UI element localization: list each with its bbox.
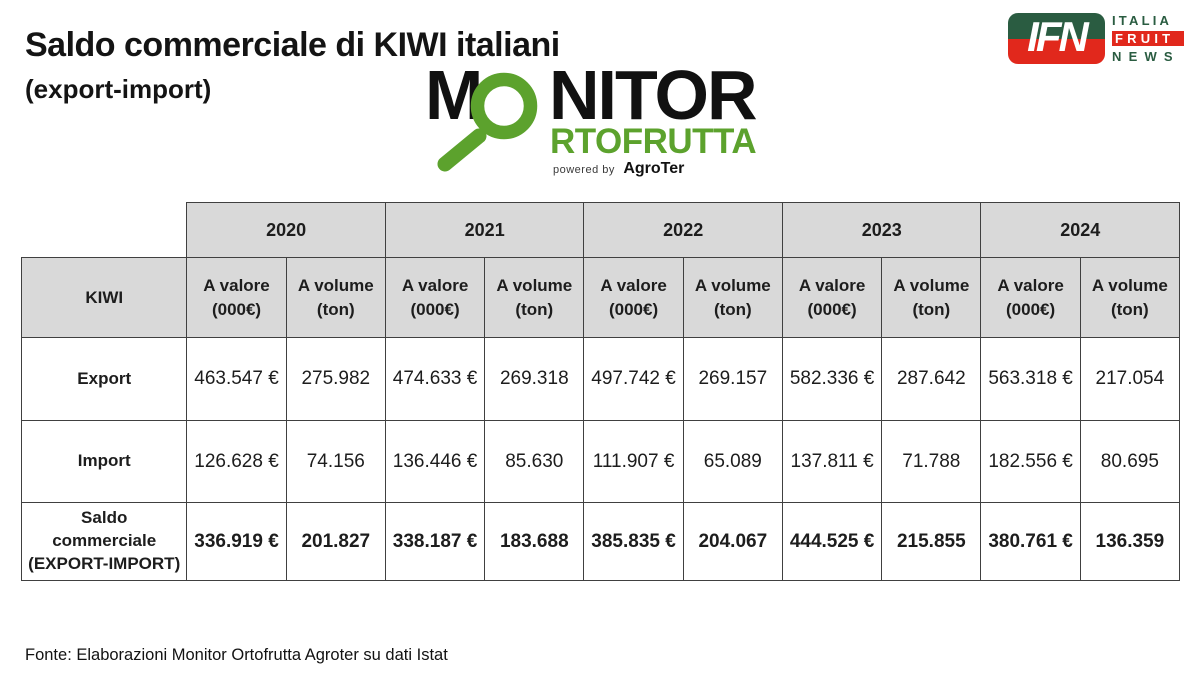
monitor-letters-nitor: NITOR — [549, 56, 757, 134]
subheader-volume: A volume (ton) — [881, 257, 982, 338]
table-cell: 74.156 — [285, 420, 386, 503]
table-cell: 287.642 — [881, 337, 982, 421]
subheader-valore: A valore (000€) — [384, 257, 486, 338]
powered-by-agroter: powered by AgroTer — [553, 160, 684, 178]
table-cell: 217.054 — [1079, 337, 1181, 421]
subheader-volume: A volume (ton) — [682, 257, 783, 338]
subheader-valore: A valore (000€) — [583, 257, 684, 338]
table-cell: 336.919 € — [186, 502, 287, 581]
row-label-saldo: Saldo commerciale (EXPORT-IMPORT) — [20, 502, 188, 581]
year-header-row: 2020 2021 2022 2023 2024 — [22, 202, 1180, 258]
table-row-saldo: Saldo commerciale (EXPORT-IMPORT) 336.91… — [20, 502, 1181, 581]
table-cell: 497.742 € — [583, 337, 684, 421]
table-cell: 275.982 — [285, 337, 386, 421]
subheader-valore: A valore (000€) — [980, 257, 1081, 338]
subheader-valore: A valore (000€) — [186, 257, 287, 338]
table-cell: 182.556 € — [980, 420, 1081, 503]
year-header-2020: 2020 — [186, 202, 386, 258]
subheader-row: KIWI A valore (000€) A volume (ton) A va… — [20, 257, 1181, 338]
table-cell: 201.827 — [285, 502, 386, 581]
table-cell: 563.318 € — [980, 337, 1081, 421]
ifn-acronym: IFN — [1027, 13, 1089, 60]
year-header-2022: 2022 — [583, 202, 783, 258]
table-cell: 215.855 — [881, 502, 982, 581]
powered-by-label: powered by — [553, 164, 615, 176]
table-row-import: Import 126.628 € 74.156 136.446 € 85.630… — [20, 420, 1181, 503]
ifn-word-fruit: FRUIT — [1112, 31, 1184, 46]
table-cell: 380.761 € — [980, 502, 1081, 581]
table-cell: 463.547 € — [186, 337, 287, 421]
year-header-2024: 2024 — [980, 202, 1180, 258]
table-cell: 71.788 — [881, 420, 982, 503]
agroter-brand: AgroTer — [623, 160, 685, 177]
table-cell: 582.336 € — [781, 337, 883, 421]
kiwi-trade-table: 2020 2021 2022 2023 2024 KIWI A valore (… — [20, 202, 1181, 581]
row-label-export: Export — [20, 337, 188, 421]
magnifier-icon — [437, 72, 538, 172]
table-row-export: Export 463.547 € 275.982 474.633 € 269.3… — [20, 337, 1181, 421]
ifn-word-news: NEWS — [1112, 49, 1180, 64]
table-cell: 385.835 € — [583, 502, 684, 581]
table-cell: 269.157 — [682, 337, 783, 421]
ifn-badge-red-half — [1008, 38, 1105, 64]
row-label-import: Import — [20, 420, 188, 503]
table-cell: 85.630 — [484, 420, 585, 503]
year-header-2021: 2021 — [384, 202, 585, 258]
monitor-ortofrutta-logo: M NITOR RTOFRUTTA powered by AgroTer — [425, 60, 770, 178]
table-cell: 80.695 — [1079, 420, 1181, 503]
ifn-badge-icon: IFN — [1008, 13, 1105, 64]
table-cell: 111.907 € — [583, 420, 684, 503]
ifn-wordmark: ITALIA FRUIT NEWS — [1112, 13, 1192, 64]
table-cell: 204.067 — [682, 502, 783, 581]
table-cell: 137.811 € — [781, 420, 883, 503]
table-cell: 444.525 € — [781, 502, 883, 581]
table-cell: 183.688 — [484, 502, 585, 581]
year-header-2023: 2023 — [781, 202, 982, 258]
ortofrutta-wordmark: RTOFRUTTA — [550, 122, 757, 161]
subheader-volume: A volume (ton) — [285, 257, 386, 338]
table-cell: 136.446 € — [384, 420, 486, 503]
table-cell: 65.089 — [682, 420, 783, 503]
page-subtitle: (export-import) — [25, 74, 212, 104]
table-cell: 338.187 € — [384, 502, 486, 581]
ifn-badge-green-half — [1008, 13, 1105, 39]
subheader-valore: A valore (000€) — [781, 257, 883, 338]
corner-label-kiwi: KIWI — [20, 257, 188, 338]
page-title: Saldo commerciale di KIWI italiani — [25, 26, 560, 64]
table-cell: 126.628 € — [186, 420, 287, 503]
table-corner-blank — [22, 203, 187, 258]
ifn-word-italia: ITALIA — [1112, 13, 1173, 28]
subheader-volume: A volume (ton) — [1079, 257, 1181, 338]
table-cell: 136.359 — [1079, 502, 1181, 581]
ifn-logo: IFN ITALIA FRUIT NEWS — [1008, 13, 1192, 64]
table-cell: 269.318 — [484, 337, 585, 421]
table-cell: 474.633 € — [384, 337, 486, 421]
source-note: Fonte: Elaborazioni Monitor Ortofrutta A… — [25, 646, 448, 664]
subheader-volume: A volume (ton) — [484, 257, 585, 338]
